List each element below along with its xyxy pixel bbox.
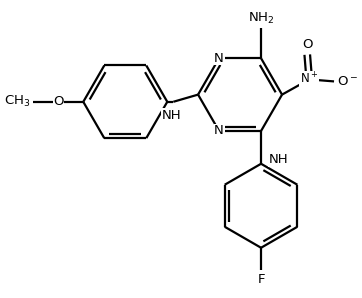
Text: CH$_3$: CH$_3$ — [4, 94, 30, 109]
Text: F: F — [257, 273, 265, 286]
Text: NH: NH — [161, 109, 181, 122]
Text: N: N — [214, 52, 224, 65]
Text: O: O — [302, 38, 312, 52]
Text: O: O — [53, 95, 64, 108]
Text: N$^+$: N$^+$ — [300, 72, 319, 87]
Text: O$^-$: O$^-$ — [337, 75, 358, 88]
Text: N: N — [214, 125, 224, 137]
Text: NH: NH — [268, 153, 288, 166]
Text: NH$_2$: NH$_2$ — [248, 11, 274, 26]
